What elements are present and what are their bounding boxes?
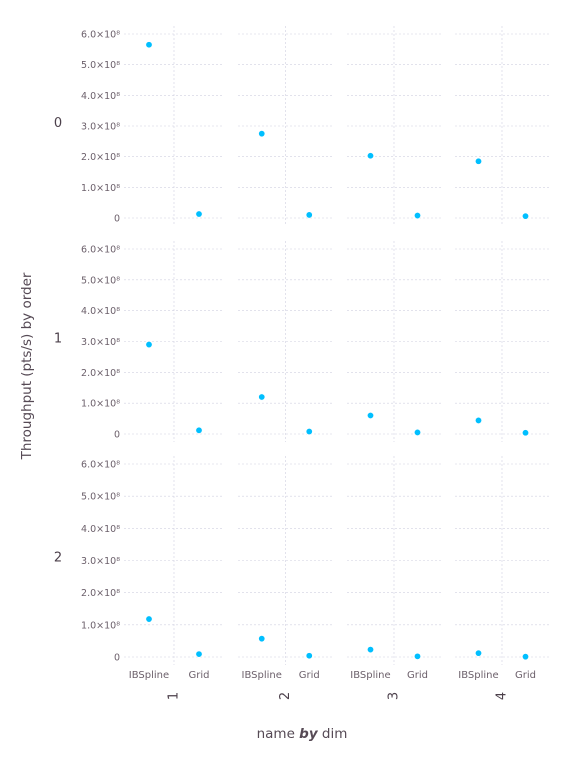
data-point <box>145 41 153 49</box>
y-tick-label: 2.0×10⁸ <box>81 368 120 379</box>
x-tick-label: IBSpline <box>350 670 390 681</box>
data-point <box>305 652 313 660</box>
data-point <box>474 416 482 424</box>
row-label-order: 0 <box>54 116 62 131</box>
x-axis-label-by: by <box>299 726 319 742</box>
data-point <box>195 650 203 658</box>
data-point <box>258 130 266 138</box>
data-point <box>413 428 421 436</box>
y-tick-label: 3.0×10⁸ <box>81 337 120 348</box>
data-point <box>305 428 313 436</box>
y-tick-label: 6.0×10⁸ <box>81 245 120 256</box>
y-tick-label: 5.0×10⁸ <box>81 60 120 71</box>
y-axis-label: Throughput (pts/s) by order <box>19 272 35 460</box>
x-tick-label: Grid <box>407 670 428 681</box>
data-point <box>474 649 482 657</box>
data-point <box>195 426 203 434</box>
y-tick-label: 5.0×10⁸ <box>81 275 120 286</box>
x-tick-label: Grid <box>299 670 320 681</box>
y-tick-label: 3.0×10⁸ <box>81 556 120 567</box>
y-tick-label: 0 <box>114 653 120 664</box>
data-point <box>366 152 374 160</box>
col-label-dim: 4 <box>495 692 510 700</box>
x-tick-label: Grid <box>189 670 210 681</box>
y-tick-label: 3.0×10⁸ <box>81 122 120 133</box>
col-label-dim: 3 <box>387 692 402 700</box>
x-tick-label: IBSpline <box>458 670 498 681</box>
y-tick-label: 6.0×10⁸ <box>81 30 120 41</box>
data-point <box>521 429 529 437</box>
y-tick-label: 2.0×10⁸ <box>81 152 120 163</box>
y-tick-label: 4.0×10⁸ <box>81 524 120 535</box>
y-tick-label: 1.0×10⁸ <box>81 620 120 631</box>
y-tick-label: 1.0×10⁸ <box>81 399 120 410</box>
data-point <box>413 652 421 660</box>
y-tick-label: 4.0×10⁸ <box>81 306 120 317</box>
col-label-dim: 2 <box>278 692 293 700</box>
y-tick-label: 4.0×10⁸ <box>81 91 120 102</box>
x-axis-label: name by dim <box>257 726 348 742</box>
x-tick-label: Grid <box>515 670 536 681</box>
data-point <box>305 211 313 219</box>
col-label-dim: 1 <box>167 692 182 700</box>
x-axis-label-dim: dim <box>318 726 348 742</box>
data-point <box>258 393 266 401</box>
y-tick-label: 1.0×10⁸ <box>81 183 120 194</box>
y-tick-label: 6.0×10⁸ <box>81 460 120 471</box>
data-point <box>366 411 374 419</box>
y-tick-label: 5.0×10⁸ <box>81 492 120 503</box>
data-point <box>145 341 153 349</box>
x-tick-label: IBSpline <box>242 670 282 681</box>
data-point <box>195 210 203 218</box>
y-tick-label: 0 <box>114 214 120 225</box>
x-axis-label-name: name <box>257 726 300 742</box>
x-tick-label: IBSpline <box>129 670 169 681</box>
data-point <box>145 615 153 623</box>
data-point <box>258 635 266 643</box>
data-point <box>474 157 482 165</box>
data-point <box>366 646 374 654</box>
data-point <box>521 212 529 220</box>
data-point <box>413 212 421 220</box>
row-label-order: 2 <box>54 551 62 566</box>
row-label-order: 1 <box>54 332 62 347</box>
y-tick-label: 2.0×10⁸ <box>81 588 120 599</box>
y-tick-label: 0 <box>114 430 120 441</box>
data-point <box>521 653 529 661</box>
